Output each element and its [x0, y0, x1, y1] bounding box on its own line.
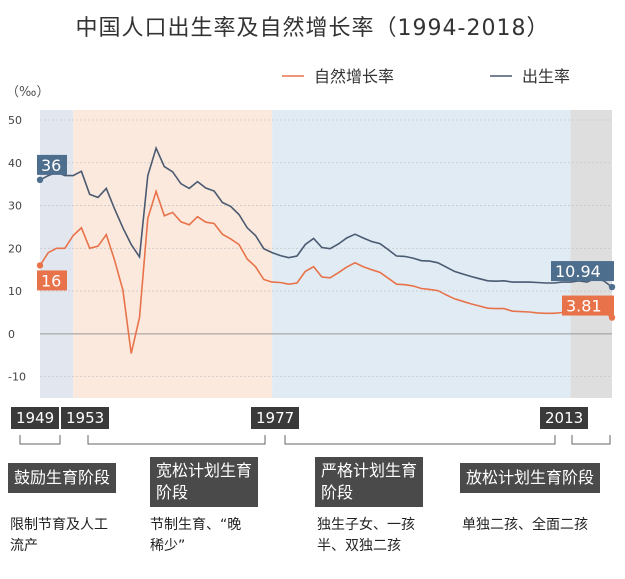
year-label-2013: 2013: [540, 407, 589, 429]
end-label-box: [562, 295, 614, 316]
phase-4-note-line-1: 单独二孩、全面二孩: [462, 517, 588, 533]
phase-1-note-line-1: 限制节育及人工: [10, 517, 108, 533]
birth-rate-line: [39, 145, 613, 288]
phase-3-note: 独生子女、一孩 半、双独二孩: [317, 515, 415, 557]
legend: 自然增长率 出生率: [282, 67, 570, 86]
legend-label-growth: 自然增长率: [314, 67, 394, 86]
growth-rate-line: [39, 188, 613, 354]
year-label-1953: 1953: [61, 407, 110, 429]
phase-3-note-line-1: 独生子女、一孩: [317, 517, 415, 533]
y-tick-label: 50: [8, 114, 22, 127]
bracket-phase-4: [571, 435, 611, 445]
phase-1-note-line-2: 流产: [10, 538, 38, 554]
phase-2-note-line-2: 稀少”: [150, 538, 186, 554]
phase-1-title: 鼓励生育阶段: [8, 463, 117, 493]
phase-2-title: 宽松计划生育 阶段: [150, 457, 259, 507]
end-label-box: [551, 261, 614, 282]
phase-2-note-line-1: 节制生育、“晚: [150, 517, 242, 533]
endpoint-marker: [608, 314, 616, 321]
endpoint-marker: [36, 176, 44, 184]
chart-title: 中国人口出生率及自然增长率（1994-2018）: [75, 16, 550, 41]
phase-band-2: [73, 110, 273, 398]
phase-1-note: 限制节育及人工 流产: [10, 515, 108, 557]
phase-band-4: [570, 110, 612, 398]
phase-4-title: 放松计划生育阶段: [460, 463, 601, 493]
end-label: 3.81: [566, 297, 602, 316]
population-line-chart: -10 0 10 20 30 40 50 （‰） 自然增长率 出生率 36 16 10.94 3.8…: [6, 67, 616, 398]
end-label: 16: [41, 271, 61, 290]
bracket-phase-1: [19, 435, 61, 445]
phase-band-1: [40, 110, 74, 398]
y-tick-label: -10: [8, 371, 26, 384]
phase-band-3: [272, 110, 571, 398]
phase-3-title-line-2: 阶段: [321, 483, 354, 502]
phase-3-note-line-2: 半、双独二孩: [317, 538, 401, 554]
bracket-phase-2: [87, 435, 266, 445]
timeline-brackets: [19, 435, 611, 445]
phase-3-title: 严格计划生育 阶段: [315, 457, 424, 507]
end-label: 10.94: [555, 262, 601, 281]
phase-bands: [40, 110, 612, 398]
phase-3-title-line-1: 严格计划生育: [321, 461, 418, 480]
y-tick-label: 10: [8, 285, 22, 298]
phase-2-title-line-2: 阶段: [156, 483, 189, 502]
phase-4-title-text: 放松计划生育阶段: [466, 468, 595, 487]
y-tick-labels: -10 0 10 20 30 40 50: [8, 114, 26, 384]
end-labels: 36 16 10.94 3.81: [36, 154, 616, 321]
endpoint-marker: [608, 283, 616, 291]
end-label-box: [37, 270, 67, 291]
phase-4-note: 单独二孩、全面二孩: [462, 515, 588, 536]
phase-2-note: 节制生育、“晚 稀少”: [150, 515, 241, 557]
end-label-box: [37, 154, 67, 175]
y-axis-label: （‰）: [6, 85, 49, 100]
legend-label-birth: 出生率: [522, 67, 570, 86]
series-lines: [39, 145, 613, 354]
year-label-1977: 1977: [251, 407, 300, 429]
year-label-1949: 1949: [11, 407, 60, 429]
y-tick-label: 0: [8, 328, 15, 341]
bracket-phase-3: [284, 435, 556, 445]
y-tick-label: 20: [8, 242, 22, 255]
phase-1-title-text: 鼓励生育阶段: [14, 468, 111, 487]
endpoint-marker: [36, 262, 44, 269]
end-label: 36: [41, 156, 61, 175]
y-tick-label: 40: [8, 157, 22, 170]
y-tick-label: 30: [8, 200, 22, 213]
phase-2-title-line-1: 宽松计划生育: [156, 461, 253, 480]
